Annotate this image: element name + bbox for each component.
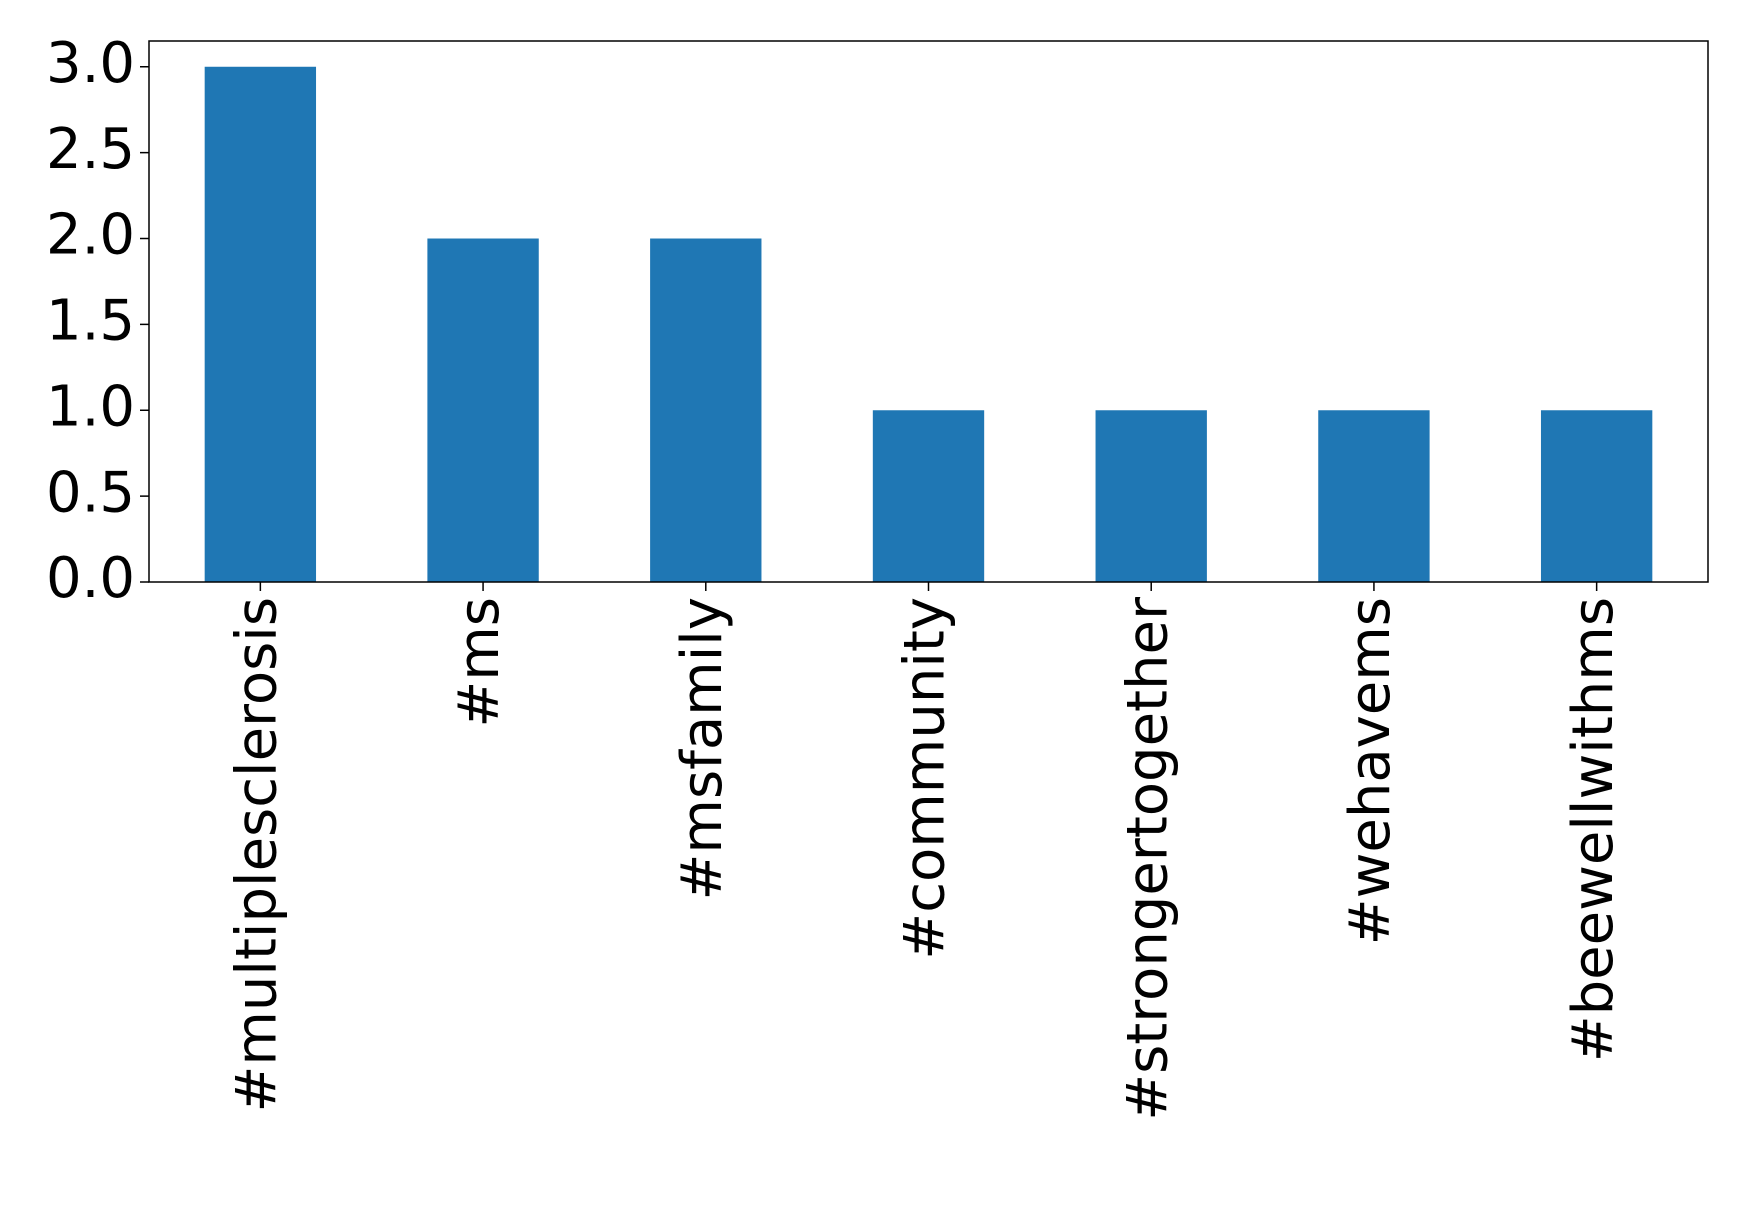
x-tick-label: #strongertogether bbox=[1115, 596, 1180, 1121]
bar bbox=[650, 238, 762, 582]
y-tick-label: 1.5 bbox=[46, 289, 135, 354]
y-tick-label: 1.0 bbox=[46, 374, 135, 439]
y-tick-label: 0.0 bbox=[46, 546, 135, 611]
x-tick-label: #community bbox=[893, 597, 958, 960]
bar bbox=[1095, 410, 1207, 582]
plot-frame bbox=[148, 40, 1709, 583]
bar bbox=[1318, 410, 1430, 582]
bar bbox=[1540, 410, 1653, 582]
bar bbox=[427, 238, 539, 582]
bar bbox=[872, 410, 985, 582]
y-tick-label: 2.0 bbox=[46, 203, 135, 268]
x-tick-label: #beewellwithms bbox=[1561, 597, 1626, 1062]
x-tick-label: #multiplesclerosis bbox=[224, 597, 289, 1113]
x-tick-label: #msfamily bbox=[670, 597, 735, 901]
x-tick-label: #wehavems bbox=[1338, 597, 1403, 945]
y-tick-label: 3.0 bbox=[46, 31, 135, 96]
bar bbox=[204, 66, 317, 582]
x-tick-label: #ms bbox=[447, 597, 512, 728]
y-tick-label: 2.5 bbox=[46, 117, 135, 182]
y-tick-label: 0.5 bbox=[46, 460, 135, 525]
